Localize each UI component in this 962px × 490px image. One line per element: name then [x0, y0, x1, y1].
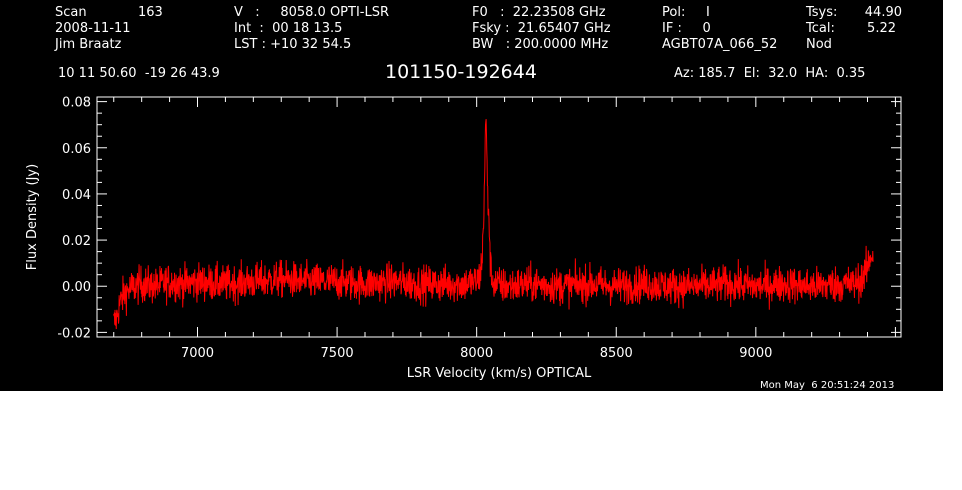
spectrum-line: [113, 119, 874, 330]
plot-frame: [96, 96, 902, 338]
y-tick-label: 0.08: [62, 96, 91, 111]
bandwidth-line: BW : 200.0000 MHz: [472, 37, 609, 52]
x-tick-label: 7000: [181, 346, 214, 361]
tcal-label: Tcal:: [806, 21, 835, 36]
x-tick-label: 8500: [600, 346, 633, 361]
tcal-value: 5.22: [867, 21, 896, 36]
observation-date: 2008-11-11: [55, 21, 131, 36]
x-axis-title: LSR Velocity (km/s) OPTICAL: [407, 366, 592, 381]
y-tick-label: 0.06: [62, 142, 91, 157]
az-el-ha: Az: 185.7 El: 32.0 HA: 0.35: [674, 66, 866, 81]
scan-number: 163: [138, 5, 163, 20]
rest-frequency-line: F0 : 22.23508 GHz: [472, 5, 606, 20]
lst-line: LST : +10 32 54.5: [234, 37, 352, 52]
x-tick-label: 7500: [321, 346, 354, 361]
if-line: IF : 0: [662, 21, 711, 36]
source-name: 101150-192644: [385, 61, 537, 83]
x-tick-label: 8000: [460, 346, 493, 361]
y-tick-label: 0.02: [62, 234, 91, 249]
spectrum-panel: Scan 163 2008-11-11 Jim Braatz V : 8058.…: [0, 0, 943, 391]
observing-mode: Nod: [806, 37, 832, 52]
footer-timestamp: Mon May 6 20:51:24 2013: [760, 380, 895, 391]
y-axis-title: Flux Density (Jy): [25, 164, 40, 270]
y-tick-label: -0.02: [57, 326, 91, 341]
tsys-label: Tsys:: [806, 5, 838, 20]
y-tick-label: 0.00: [62, 280, 91, 295]
integration-line: Int : 00 18 13.5: [234, 21, 343, 36]
source-coordinates: 10 11 50.60 -19 26 43.9: [58, 66, 220, 81]
spectrum-chart: 7000 7500 8000 8500 9000 -0.02 0.00 0.02 0.04 0.0…: [25, 96, 902, 381]
project-id: AGBT07A_066_52: [662, 37, 778, 52]
y-tick-label: 0.04: [62, 188, 91, 203]
sky-frequency-line: Fsky : 21.65407 GHz: [472, 21, 611, 36]
polarization-line: Pol: I: [662, 5, 710, 20]
tsys-value: 44.90: [864, 5, 902, 20]
velocity-line: V : 8058.0 OPTI-LSR: [234, 5, 390, 20]
scan-label: Scan: [55, 5, 87, 20]
observer-name: Jim Braatz: [55, 37, 122, 52]
x-tick-label: 9000: [739, 346, 772, 361]
